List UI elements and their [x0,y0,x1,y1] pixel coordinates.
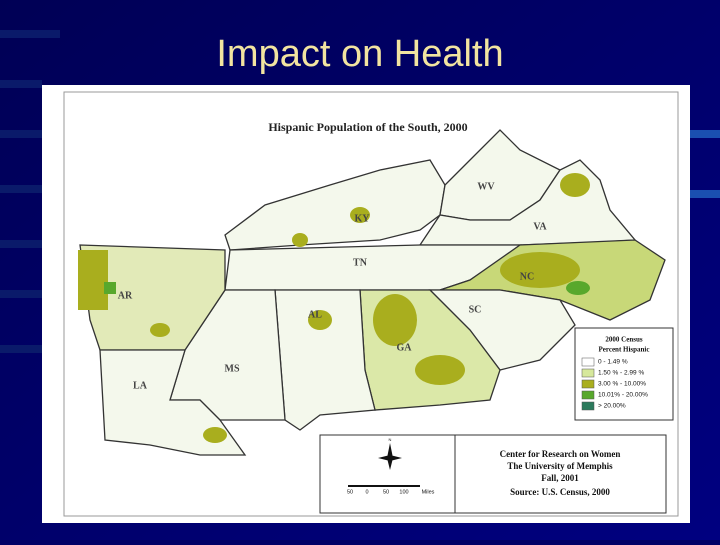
map-title: Hispanic Population of the South, 2000 [268,120,467,134]
state-label: LA [133,380,148,391]
legend-label: 10.01% - 20.00% [598,392,648,399]
legend-label: 0 - 1.49 % [598,359,628,366]
county-patches [78,173,590,443]
legend-title: Percent Hispanic [598,346,649,354]
slide-title: Impact on Health [216,33,503,75]
stripes [0,30,720,353]
state-label: GA [397,342,413,353]
state-label: VA [533,221,547,232]
credit-line: Source: U.S. Census, 2000 [510,487,610,497]
state-label: KY [355,213,371,224]
legend-swatch [581,401,595,411]
legend: 2000 Census Percent Hispanic 0 - 1.49 % 1.5… [574,327,674,421]
legend-label: 1.50 % - 2.99 % [598,370,644,377]
legend-swatch [581,368,595,378]
scale-label: 0 [365,489,368,495]
credit-box [319,434,667,514]
scale-label: 50 [383,489,389,495]
legend-label: > 20.00% [598,403,626,410]
credits: Center for Research on Women The Universi… [347,437,620,497]
state-label: WV [477,181,495,192]
credit-frame [319,434,667,514]
legend-swatch [581,379,595,389]
states [79,129,666,456]
state-label: AR [118,290,133,301]
scale-label: 100 [399,489,408,495]
state-label: AL [308,309,322,320]
legend-swatch [581,390,595,400]
state-label: SC [469,304,482,315]
legend-title: 2000 Census [605,336,642,344]
legend-label: 3.00 % - 10.00% [598,381,646,388]
state-labels: KY WV VA TN NC AR AL SC GA MS LA [118,181,548,391]
north-label: N [389,437,392,442]
north-arrow [378,443,402,470]
map-frame [63,91,679,517]
state-label: MS [225,363,240,374]
state-al [274,289,376,431]
state-label: NC [520,271,534,282]
credit-line: The University of Memphis [507,461,613,471]
legend-swatch [581,357,595,367]
scale-label: 50 [347,489,353,495]
credit-line: Center for Research on Women [500,449,621,459]
scale-label: Miles [422,489,435,495]
state-label: TN [353,257,368,268]
credit-line: Fall, 2001 [541,473,579,483]
